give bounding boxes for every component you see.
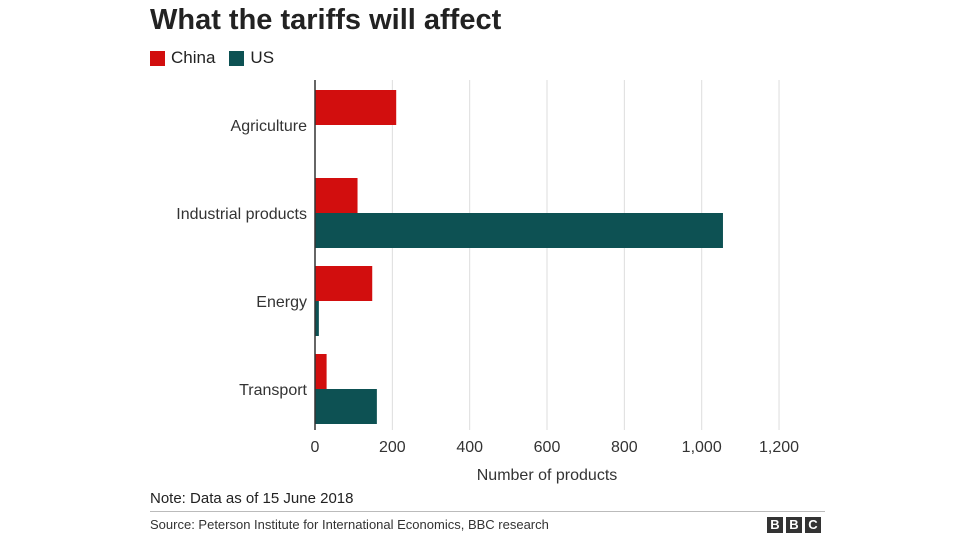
bar-us-transport	[315, 389, 377, 424]
bbc-logo-block: B	[767, 517, 783, 533]
footer-divider	[150, 511, 825, 512]
bar-china-agriculture	[315, 90, 397, 125]
bbc-logo-block: C	[805, 517, 821, 533]
x-tick-label: 0	[311, 439, 320, 456]
bbc-logo-block: B	[786, 517, 802, 533]
legend: China US	[150, 48, 288, 68]
category-label: Energy	[256, 294, 307, 311]
chart-note: Note: Data as of 15 June 2018	[150, 490, 354, 507]
category-label: Agriculture	[231, 118, 308, 135]
category-label: Transport	[239, 382, 307, 399]
x-tick-label: 400	[456, 439, 483, 456]
x-tick-label: 800	[611, 439, 638, 456]
bar-china-industrial-products	[315, 178, 358, 213]
chart-title: What the tariffs will affect	[150, 4, 502, 36]
legend-label-china: China	[171, 48, 216, 67]
legend-label-us: US	[250, 48, 275, 67]
x-tick-label: 600	[534, 439, 561, 456]
bar-china-transport	[315, 354, 327, 389]
x-axis-title: Number of products	[477, 467, 618, 484]
category-label: Industrial products	[176, 206, 307, 223]
bar-china-energy	[315, 266, 373, 301]
x-tick-label: 200	[379, 439, 406, 456]
source-credit: Source: Peterson Institute for Internati…	[150, 517, 549, 532]
x-tick-label: 1,200	[759, 439, 799, 456]
bar-us-energy	[315, 301, 319, 336]
bar-us-industrial-products	[315, 213, 723, 248]
legend-swatch-us	[229, 50, 245, 66]
bbc-logo: B B C	[764, 517, 821, 533]
legend-swatch-china	[150, 50, 165, 66]
legend-item-us: US	[229, 48, 274, 68]
x-tick-label: 1,000	[682, 439, 722, 456]
legend-item-china: China	[150, 48, 215, 68]
